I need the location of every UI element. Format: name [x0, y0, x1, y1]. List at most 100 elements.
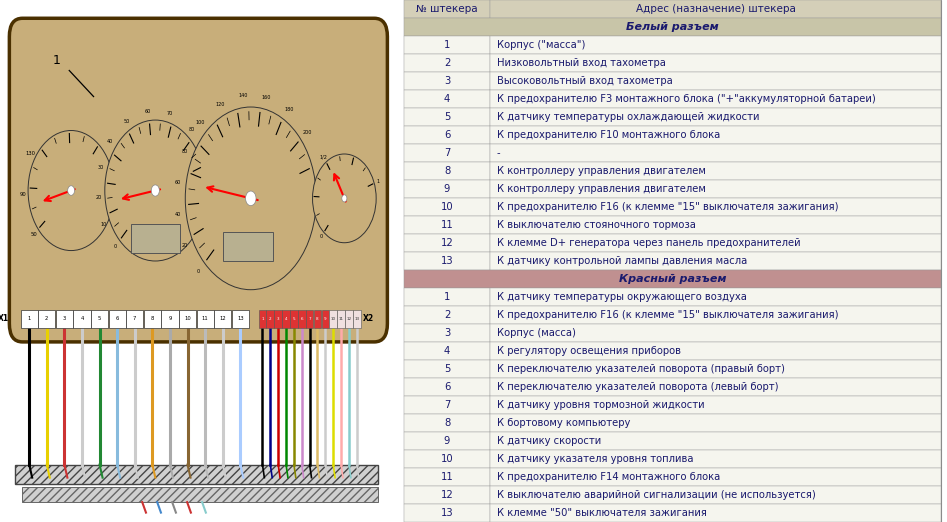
Bar	[490, 450, 941, 468]
Text: 10: 10	[100, 222, 107, 227]
Text: К бортовому компьютеру: К бортовому компьютеру	[496, 418, 630, 428]
Circle shape	[28, 130, 115, 251]
Text: 9: 9	[444, 184, 450, 194]
Text: 9: 9	[169, 316, 171, 321]
Bar	[404, 432, 490, 450]
Bar	[404, 396, 490, 414]
Bar	[223, 232, 274, 261]
Text: 2: 2	[444, 58, 450, 68]
Text: 5: 5	[444, 112, 450, 122]
Bar	[144, 310, 161, 328]
Bar	[404, 378, 490, 396]
Text: 50: 50	[30, 232, 37, 236]
Text: Корпус ("масса"): Корпус ("масса")	[496, 40, 585, 50]
Circle shape	[105, 120, 205, 261]
Text: 12: 12	[347, 317, 351, 321]
Text: К предохранителю F16 (к клемме "15" выключателя зажигания): К предохранителю F16 (к клемме "15" выкл…	[496, 310, 838, 320]
Text: 7: 7	[134, 316, 136, 321]
Bar	[404, 342, 490, 360]
Text: Адрес (назначение) штекера: Адрес (назначение) штекера	[635, 4, 795, 14]
Bar	[275, 310, 282, 328]
Text: 5: 5	[98, 316, 101, 321]
Text: 3: 3	[444, 76, 450, 86]
Text: К датчику уровня тормозной жидкости: К датчику уровня тормозной жидкости	[496, 400, 705, 410]
Text: К переключателю указателей поворота (левый борт): К переключателю указателей поворота (лев…	[496, 382, 778, 392]
Text: 7: 7	[444, 148, 450, 158]
Text: 10: 10	[331, 317, 336, 321]
Text: 160: 160	[261, 95, 271, 100]
Bar	[38, 310, 55, 328]
Bar	[330, 310, 337, 328]
Text: 1: 1	[444, 292, 450, 302]
Text: 30: 30	[98, 165, 104, 170]
Bar	[404, 504, 490, 522]
Text: 8: 8	[444, 418, 450, 428]
Bar	[23, 487, 378, 502]
Text: 13: 13	[354, 317, 359, 321]
Bar	[322, 310, 330, 328]
Text: Высоковольтный вход тахометра: Высоковольтный вход тахометра	[496, 76, 672, 86]
Text: К клемме "50" выключателя зажигания: К клемме "50" выключателя зажигания	[496, 508, 706, 518]
Text: -: -	[496, 148, 500, 158]
Text: 7: 7	[309, 317, 311, 321]
Text: 60: 60	[144, 109, 151, 114]
Text: К датчику температуры охлаждающей жидкости: К датчику температуры охлаждающей жидкос…	[496, 112, 759, 122]
Bar	[404, 234, 490, 252]
Bar	[490, 144, 941, 162]
Bar	[490, 54, 941, 72]
Text: 6: 6	[444, 382, 450, 392]
Text: 140: 140	[239, 93, 248, 98]
Text: 13: 13	[440, 256, 454, 266]
Text: 13: 13	[237, 316, 243, 321]
Bar	[490, 324, 941, 342]
Text: X2: X2	[363, 314, 374, 323]
Bar	[490, 0, 941, 18]
Bar	[490, 378, 941, 396]
Text: X1: X1	[0, 314, 9, 323]
Text: К выключателю аварийной сигнализации (не используется): К выключателю аварийной сигнализации (не…	[496, 490, 815, 500]
Bar	[404, 450, 490, 468]
Text: 0: 0	[114, 244, 116, 250]
Bar	[404, 414, 490, 432]
Bar	[490, 198, 941, 216]
Text: 80: 80	[182, 149, 188, 154]
Circle shape	[313, 154, 376, 243]
Bar	[197, 310, 214, 328]
Bar	[21, 310, 38, 328]
Text: 180: 180	[284, 108, 294, 112]
FancyBboxPatch shape	[9, 18, 387, 342]
Bar	[232, 310, 249, 328]
Text: К контроллеру управления двигателем: К контроллеру управления двигателем	[496, 184, 706, 194]
Text: 10: 10	[440, 454, 454, 464]
Bar	[404, 468, 490, 486]
Text: К предохранителю F10 монтажного блока: К предохранителю F10 монтажного блока	[496, 130, 720, 140]
Bar	[345, 310, 353, 328]
Bar	[259, 310, 266, 328]
Bar	[490, 216, 941, 234]
Text: 2: 2	[444, 310, 450, 320]
Bar	[404, 126, 490, 144]
Bar	[298, 310, 306, 328]
Text: 11: 11	[440, 472, 454, 482]
Text: 20: 20	[182, 243, 188, 248]
Bar	[404, 306, 490, 324]
Bar	[490, 252, 941, 270]
Text: 1: 1	[27, 316, 31, 321]
Text: 4: 4	[444, 346, 450, 356]
Bar	[353, 310, 361, 328]
Bar	[91, 310, 108, 328]
Text: 9: 9	[444, 436, 450, 446]
Text: 20: 20	[96, 195, 101, 200]
Bar	[404, 252, 490, 270]
Text: 9: 9	[324, 317, 327, 321]
Bar	[404, 54, 490, 72]
Text: 40: 40	[174, 212, 181, 217]
Bar	[404, 72, 490, 90]
Bar	[490, 126, 941, 144]
Bar	[490, 36, 941, 54]
Bar	[490, 162, 941, 180]
Bar	[404, 216, 490, 234]
Bar	[490, 486, 941, 504]
Text: К датчику температуры окружающего воздуха: К датчику температуры окружающего воздух…	[496, 292, 746, 302]
Text: К датчику указателя уровня топлива: К датчику указателя уровня топлива	[496, 454, 693, 464]
